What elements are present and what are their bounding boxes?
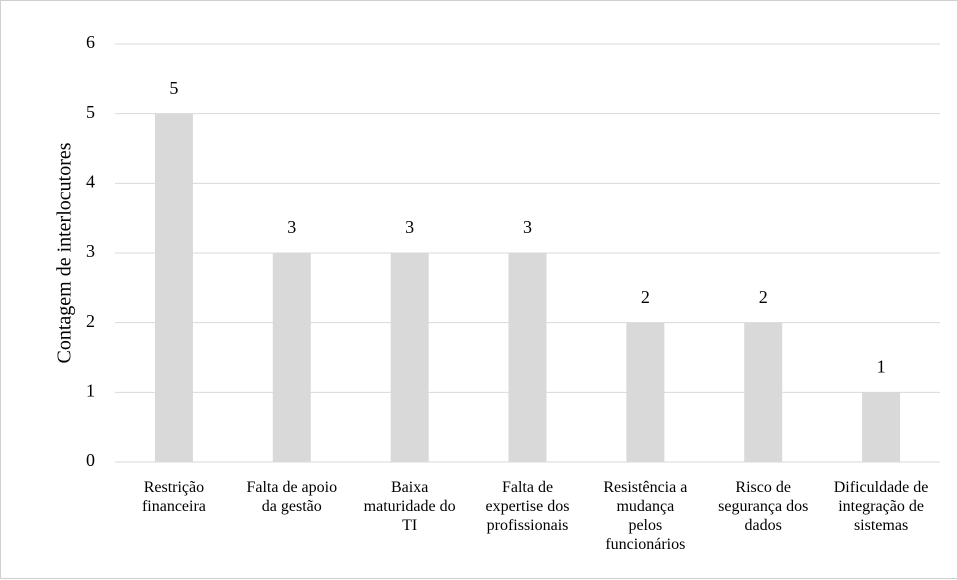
x-tick-label: Risco de segurança dos dados bbox=[718, 479, 809, 534]
bar bbox=[154, 113, 193, 463]
y-tick-label: 3 bbox=[86, 241, 95, 261]
x-tick-label: Dificuldade de integração de sistemas bbox=[833, 479, 929, 534]
x-tick-label: Resistência a mudança pelos funcionários bbox=[603, 479, 688, 553]
y-tick-label: 2 bbox=[86, 311, 95, 331]
value-label: 5 bbox=[169, 78, 178, 98]
bar bbox=[272, 253, 311, 462]
y-tick-label: 1 bbox=[86, 380, 95, 400]
value-label: 1 bbox=[877, 356, 886, 376]
value-label: 3 bbox=[523, 217, 532, 237]
y-tick-label: 4 bbox=[86, 171, 95, 191]
x-tick-label: Baixa maturidade do TI bbox=[363, 479, 456, 534]
x-tick-label: Falta de expertise dos profissionais bbox=[485, 479, 570, 534]
bar bbox=[626, 322, 665, 462]
y-tick-label: 6 bbox=[86, 32, 95, 52]
bar bbox=[744, 322, 783, 462]
y-tick-label: 0 bbox=[86, 450, 95, 470]
x-tick-label: Falta de apoio da gestão bbox=[246, 479, 338, 515]
bar bbox=[390, 253, 429, 462]
value-label: 2 bbox=[641, 287, 650, 307]
value-label: 3 bbox=[287, 217, 296, 237]
bar bbox=[508, 253, 547, 462]
value-label: 3 bbox=[405, 217, 414, 237]
bar bbox=[862, 392, 901, 462]
y-tick-label: 5 bbox=[86, 102, 95, 122]
y-axis-label: Contagem de interlocutores bbox=[54, 142, 76, 363]
value-label: 2 bbox=[759, 287, 768, 307]
x-tick-label: Restrição financeira bbox=[141, 479, 206, 515]
